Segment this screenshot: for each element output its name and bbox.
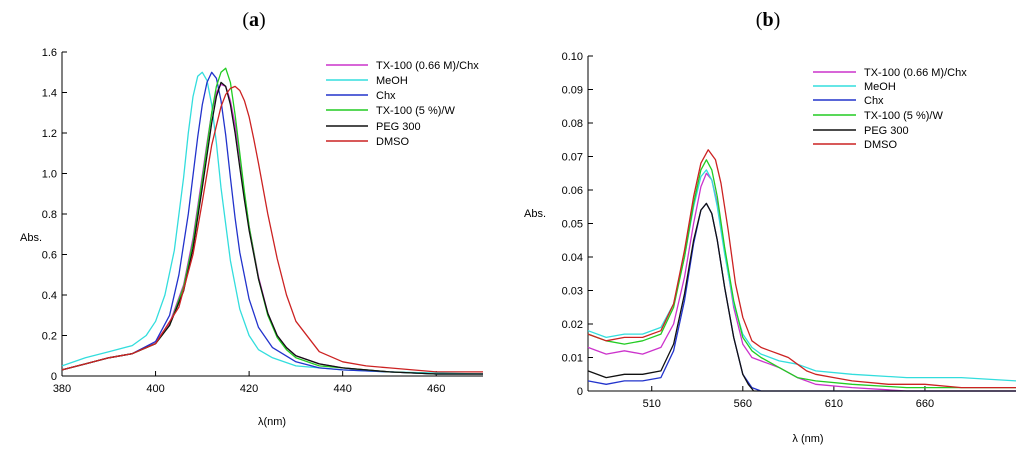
series-group-b bbox=[587, 149, 1017, 392]
legend-label-b-peg: PEG 300 bbox=[864, 125, 909, 137]
series-line-a-1 bbox=[61, 71, 484, 375]
x-tick-label-b-3: 660 bbox=[916, 398, 934, 410]
y-tick-label-a-2: 0.4 bbox=[42, 290, 57, 302]
series-line-b-0 bbox=[587, 172, 1016, 392]
y-tick-label-b-2: 0.02 bbox=[562, 319, 583, 331]
legend-label-b-chx: Chx bbox=[864, 95, 884, 107]
x-axis-label-b: λ (nm) bbox=[792, 433, 823, 445]
series-group-a bbox=[61, 67, 484, 375]
legend-label-b-tx-w: TX-100 (5 %)/W bbox=[864, 110, 943, 122]
x-tick-label-b-1: 560 bbox=[734, 398, 752, 410]
series-line-b-4 bbox=[587, 202, 1016, 392]
y-axis-label-b: Abs. bbox=[524, 208, 546, 220]
y-tick-label-a-7: 1.4 bbox=[42, 88, 57, 100]
legend-b: TX-100 (0.66 M)/Chx MeOH Chx TX-100 (5 %… bbox=[813, 67, 967, 151]
plot-area-a: 380 400 420 440 460 0 0.2 0.4 0.6 0.8 1.0 1.2 1.4 1.6 bbox=[42, 47, 484, 395]
x-tick-label-a-0: 380 bbox=[53, 383, 71, 395]
y-tick-label-b-5: 0.05 bbox=[562, 219, 583, 231]
ticks-b: 510 560 610 660 0 0.01 0.02 0.03 0.04 0.05 0.06 0.0… bbox=[562, 51, 935, 410]
y-tick-label-b-9: 0.09 bbox=[562, 85, 583, 97]
x-tick-label-b-2: 610 bbox=[825, 398, 843, 410]
y-tick-label-b-1: 0.01 bbox=[562, 353, 583, 365]
x-tick-label-b-0: 510 bbox=[643, 398, 661, 410]
legend-label-a-dmso: DMSO bbox=[376, 136, 409, 148]
y-tick-label-a-3: 0.6 bbox=[42, 250, 57, 262]
panel-label-b: (b) bbox=[756, 9, 780, 31]
series-line-b-2 bbox=[587, 202, 1016, 392]
y-tick-label-b-7: 0.07 bbox=[562, 152, 583, 164]
y-tick-label-a-4: 0.8 bbox=[42, 209, 57, 221]
y-tick-label-b-0: 0 bbox=[577, 386, 583, 398]
plot-area-b: 510 560 610 660 0 0.01 0.02 0.03 0.04 0.05 0.06 0.0… bbox=[562, 51, 1017, 410]
legend-label-a-meoh: MeOH bbox=[376, 75, 408, 87]
x-tick-label-a-1: 400 bbox=[146, 383, 164, 395]
y-tick-label-b-8: 0.08 bbox=[562, 118, 583, 130]
series-line-a-4 bbox=[61, 81, 483, 375]
legend-label-a-chx: Chx bbox=[376, 90, 396, 102]
series-line-a-2 bbox=[61, 71, 483, 375]
legend-a: TX-100 (0.66 M)/Chx MeOH Chx TX-100 (5 %… bbox=[326, 60, 479, 148]
series-line-a-5 bbox=[61, 85, 483, 373]
y-tick-label-a-6: 1.2 bbox=[42, 128, 57, 140]
legend-label-a-tx-chx: TX-100 (0.66 M)/Chx bbox=[376, 60, 479, 72]
y-tick-label-a-0: 0 bbox=[51, 371, 57, 383]
panel-label-a: (a) bbox=[242, 9, 265, 31]
series-line-b-3 bbox=[587, 159, 1016, 389]
x-tick-label-a-2: 420 bbox=[240, 383, 258, 395]
series-line-b-1 bbox=[587, 169, 1017, 382]
y-tick-label-b-4: 0.04 bbox=[562, 252, 583, 264]
x-axis-label-a: λ(nm) bbox=[258, 416, 286, 428]
y-tick-label-b-3: 0.03 bbox=[562, 286, 583, 298]
y-tick-label-b-6: 0.06 bbox=[562, 185, 583, 197]
legend-label-b-tx-chx: TX-100 (0.66 M)/Chx bbox=[864, 67, 967, 79]
legend-label-b-dmso: DMSO bbox=[864, 139, 897, 151]
y-axis-label-a: Abs. bbox=[20, 232, 42, 244]
x-tick-label-a-3: 440 bbox=[333, 383, 351, 395]
y-tick-label-b-10: 0.10 bbox=[562, 51, 583, 63]
x-tick-label-a-4: 460 bbox=[427, 383, 445, 395]
chart-panel-a: (a) 380 400 420 440 460 0 0.2 0.4 0.6 0.8 1.0 1.2 1.… bbox=[20, 9, 484, 428]
legend-label-a-tx-w: TX-100 (5 %)/W bbox=[376, 105, 455, 117]
ticks-a: 380 400 420 440 460 0 0.2 0.4 0.6 0.8 1.0 1.2 1.4 1.6 bbox=[42, 47, 446, 395]
chart-panel-b: (b) 510 560 610 660 0 0.01 0.02 0.03 0.04 0.05 0.0… bbox=[524, 9, 1017, 445]
y-tick-label-a-1: 0.2 bbox=[42, 331, 57, 343]
legend-label-a-peg: PEG 300 bbox=[376, 121, 421, 133]
y-tick-label-a-8: 1.6 bbox=[42, 47, 57, 59]
series-line-b-5 bbox=[587, 149, 1016, 389]
legend-label-b-meoh: MeOH bbox=[864, 81, 896, 93]
y-tick-label-a-5: 1.0 bbox=[42, 169, 57, 181]
